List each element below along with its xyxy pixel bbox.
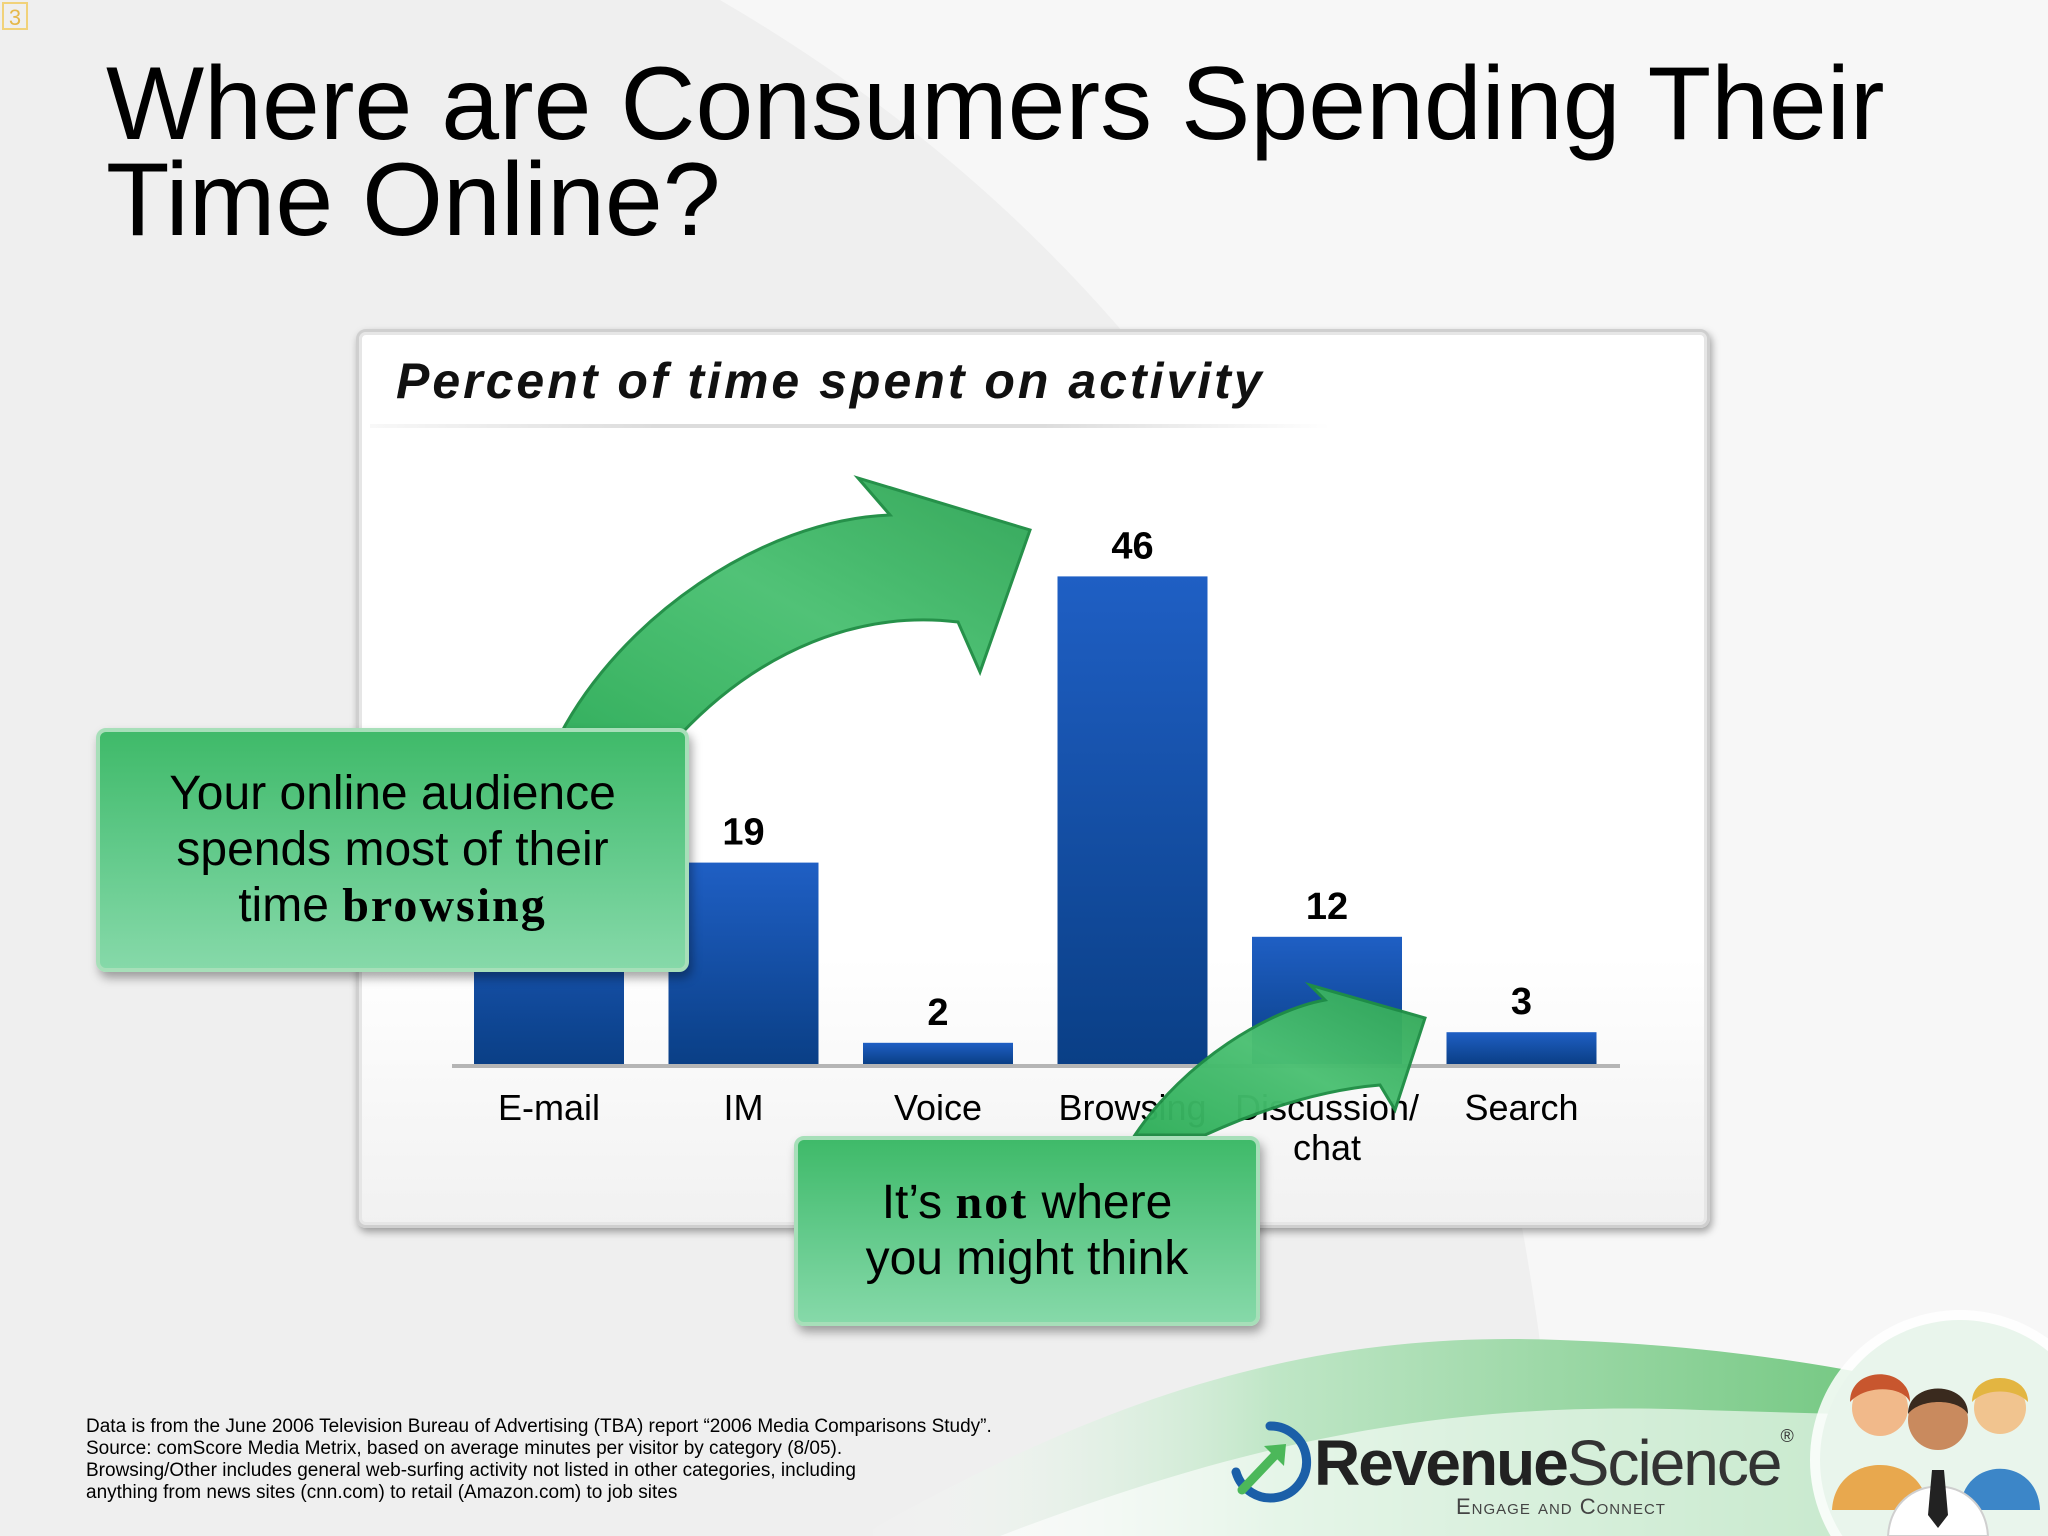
big-arrow-icon: [557, 475, 1032, 737]
data-label-2: 2: [927, 992, 948, 1034]
callout-not-prefix: It’s: [881, 1176, 956, 1229]
callout-not-emphasis: not: [955, 1176, 1029, 1229]
bar-5: [1446, 1032, 1597, 1064]
callout-audience-prefix: time: [238, 879, 343, 932]
footnote-line-2: Source: comScore Media Metrix, based on …: [86, 1438, 843, 1459]
slide-number: 3: [2, 2, 28, 30]
callout-not-suffix: where: [1028, 1176, 1173, 1229]
x-tick-label-4-1: chat: [1293, 1127, 1361, 1168]
brand-name-light: Science: [1566, 1427, 1783, 1499]
brand-name-bold: Revenue: [1314, 1427, 1569, 1499]
brand-tagline: Engage and Connect: [1456, 1494, 1666, 1519]
page-title-line-1: Where are Consumers Spending Their: [106, 46, 1885, 162]
footnote-line-3: Browsing/Other includes general web-surf…: [86, 1460, 856, 1481]
data-label-3: 46: [1111, 525, 1153, 567]
page-title: Where are Consumers Spending Their Time …: [106, 46, 1986, 258]
footnote-line-1: Data is from the June 2006 Television Bu…: [86, 1416, 992, 1437]
x-tick-label-0: E-mail: [498, 1087, 600, 1128]
bar-1: [668, 862, 819, 1064]
callout-audience-line-2: spends most of their: [176, 823, 609, 876]
brand-logo-icon: [1231, 1421, 1312, 1503]
footnote: Data is from the June 2006 Television Bu…: [86, 1416, 1086, 1504]
brand-name: RevenueScience®: [1314, 1426, 1794, 1500]
data-label-1: 19: [722, 812, 764, 854]
page-title-line-2: Time Online?: [106, 142, 721, 258]
callout-audience: Your online audience spends most of thei…: [96, 728, 689, 972]
brand-logo: RevenueScience® Engage and Connect: [1228, 1412, 1794, 1522]
people-icon: [1810, 1310, 2048, 1536]
x-tick-label-2: Voice: [894, 1087, 982, 1128]
data-label-5: 3: [1511, 981, 1532, 1023]
bar-3: [1057, 576, 1208, 1064]
callout-not-where: It’s not where you might think: [794, 1136, 1260, 1326]
callout-audience-line-3: time browsing: [169, 878, 616, 934]
bar-2: [863, 1042, 1013, 1064]
x-tick-label-5: Search: [1464, 1087, 1578, 1128]
brand-registered-mark: ®: [1780, 1426, 1794, 1446]
x-tick-label-1: IM: [724, 1087, 764, 1128]
chart-title: Percent of time spent on activity: [396, 353, 1265, 409]
callout-not-line-1: It’s not where: [866, 1175, 1189, 1231]
callout-not-line-2: you might think: [865, 1232, 1189, 1285]
small-arrow-icon: [1132, 981, 1427, 1137]
data-label-4: 12: [1306, 886, 1348, 928]
callout-audience-emphasis: browsing: [342, 879, 547, 932]
title-underline: [370, 424, 1330, 428]
footnote-line-4: anything from news sites (cnn.com) to re…: [86, 1482, 678, 1503]
callout-audience-line-1: Your online audience: [169, 767, 616, 820]
